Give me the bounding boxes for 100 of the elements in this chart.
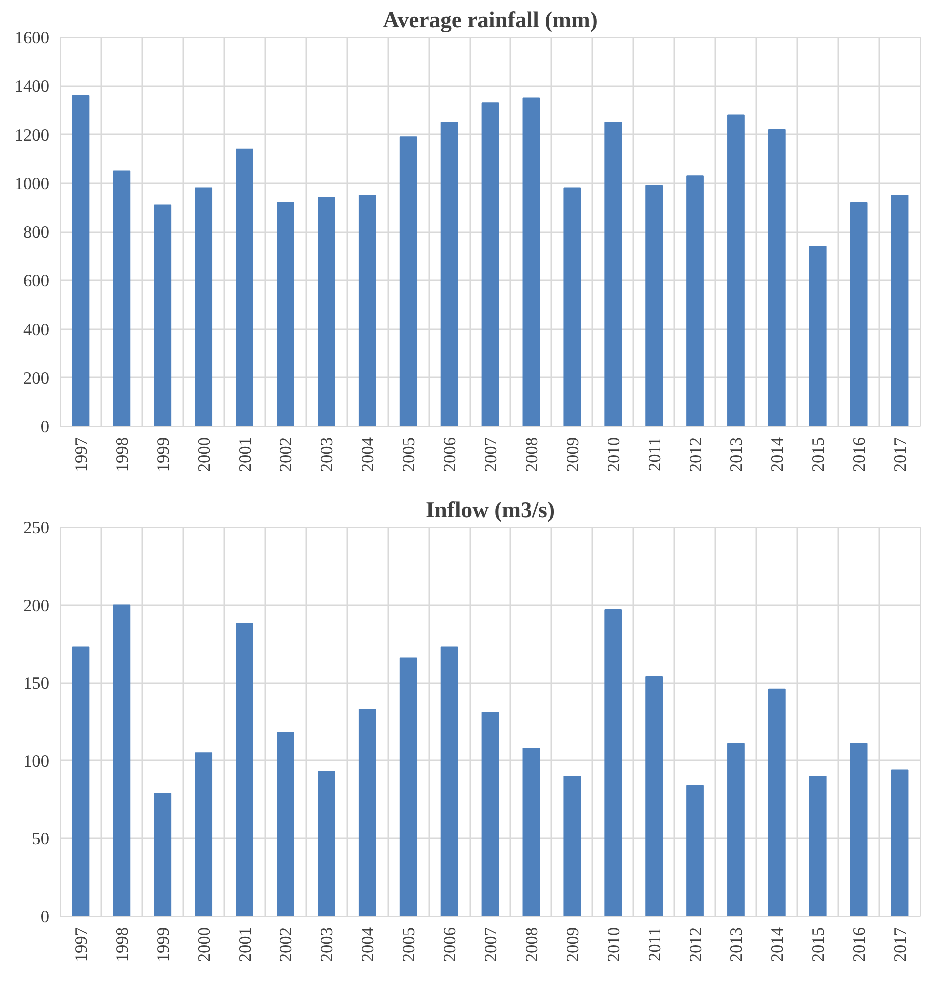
- x-tick-label: 2000: [194, 438, 214, 472]
- x-tick-label: 2013: [727, 438, 746, 472]
- y-tick-label: 600: [24, 272, 50, 291]
- y-tick-label: 1400: [14, 77, 50, 96]
- bar: [850, 743, 868, 916]
- x-tick-label: 2015: [809, 928, 828, 962]
- bar: [686, 176, 704, 426]
- y-tick-label: 100: [24, 752, 50, 771]
- bar: [768, 129, 786, 426]
- y-tick-label: 800: [24, 223, 50, 242]
- x-tick-label: 2001: [236, 928, 255, 962]
- x-tick-label: 2014: [768, 437, 788, 472]
- x-tick-label: 2003: [318, 928, 337, 962]
- x-tick-label: 2013: [727, 928, 746, 962]
- chart-title: Average rainfall (mm): [383, 8, 598, 32]
- x-tick-label: 2016: [850, 437, 870, 472]
- bar: [891, 770, 909, 916]
- bar: [891, 195, 909, 426]
- y-tick-label: 1200: [14, 126, 50, 145]
- bar: [440, 122, 458, 426]
- bar: [440, 646, 458, 916]
- x-tick-label: 1998: [112, 928, 132, 962]
- x-tick-label: 2000: [194, 928, 214, 962]
- y-tick-label: 200: [24, 368, 50, 388]
- bar: [522, 98, 540, 426]
- y-tick-label: 1600: [14, 28, 50, 48]
- x-tick-label: 2010: [604, 928, 624, 962]
- bar: [236, 623, 254, 916]
- x-tick-label: 2017: [891, 927, 910, 962]
- y-tick-label: 400: [24, 320, 50, 340]
- x-tick-label: 2002: [276, 928, 296, 962]
- x-tick-label: 2008: [522, 928, 542, 962]
- bar: [277, 732, 294, 916]
- x-tick-label: 2007: [482, 437, 500, 472]
- x-tick-label: 2005: [400, 928, 419, 962]
- bar: [318, 197, 336, 426]
- bar: [400, 136, 418, 426]
- bar: [728, 743, 745, 916]
- x-tick-label: 2008: [522, 438, 542, 472]
- bar: [72, 646, 90, 916]
- y-tick-label: 1000: [14, 174, 50, 194]
- bar: [564, 776, 582, 916]
- y-tick-label: 250: [24, 518, 50, 538]
- x-tick-label: 2011: [645, 928, 664, 962]
- bar: [195, 752, 213, 916]
- x-tick-label: 2005: [400, 438, 419, 472]
- x-tick-label: 2012: [686, 928, 706, 962]
- x-tick-label: 1998: [112, 438, 132, 472]
- bar: [318, 771, 336, 916]
- x-tick-label: 2010: [604, 438, 624, 472]
- bar: [236, 148, 254, 426]
- x-tick-label: 2001: [236, 438, 255, 472]
- bar: [482, 102, 500, 426]
- bar: [809, 246, 827, 426]
- chart-title: Inflow (m3/s): [426, 498, 556, 522]
- bar: [195, 188, 213, 426]
- x-tick-label: 2007: [482, 927, 500, 962]
- x-tick-label: 2004: [358, 927, 378, 962]
- bar: [358, 709, 376, 916]
- y-tick-label: 0: [40, 908, 50, 926]
- bar: [646, 676, 663, 916]
- bar: [154, 793, 172, 916]
- bar: [482, 712, 500, 916]
- x-tick-label: 2011: [645, 438, 664, 472]
- bar: [686, 785, 704, 916]
- x-tick-label: 2017: [891, 437, 910, 472]
- x-tick-label: 2009: [563, 928, 582, 962]
- bar: [72, 95, 90, 426]
- bar: [604, 122, 622, 426]
- x-tick-label: 2006: [440, 927, 460, 962]
- x-tick-label: 2014: [768, 927, 788, 962]
- y-tick-label: 200: [24, 596, 50, 616]
- x-tick-label: 2002: [276, 438, 296, 472]
- x-tick-label: 1997: [72, 437, 91, 472]
- bar: [564, 188, 582, 426]
- y-tick-label: 0: [40, 418, 50, 436]
- bar: [646, 185, 663, 426]
- bar: [113, 604, 131, 916]
- x-tick-label: 2015: [809, 438, 828, 472]
- bar: [768, 688, 786, 916]
- bar: [850, 202, 868, 426]
- bar: [728, 114, 745, 426]
- bar: [154, 204, 172, 426]
- x-tick-label: 2009: [563, 438, 582, 472]
- x-tick-label: 2003: [318, 438, 337, 472]
- x-tick-label: 2006: [440, 437, 460, 472]
- bar: [113, 170, 131, 426]
- bar: [522, 748, 540, 916]
- x-tick-label: 1999: [154, 438, 173, 472]
- x-tick-label: 1997: [72, 927, 91, 962]
- y-tick-label: 50: [32, 830, 50, 849]
- y-tick-label: 150: [24, 674, 50, 694]
- x-tick-label: 2012: [686, 438, 706, 472]
- x-tick-label: 2016: [850, 927, 870, 962]
- x-tick-label: 2004: [358, 437, 378, 472]
- bar: [400, 658, 418, 916]
- bar: [358, 195, 376, 426]
- bar: [604, 609, 622, 916]
- x-tick-label: 1999: [154, 928, 173, 962]
- bar: [277, 202, 294, 426]
